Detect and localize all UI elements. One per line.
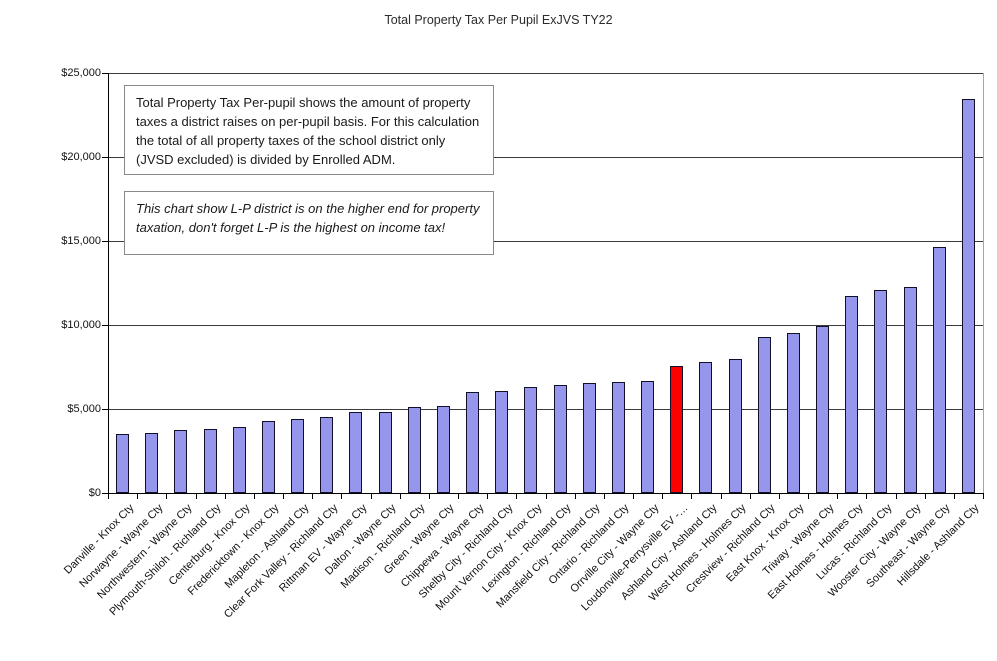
bar <box>787 333 800 493</box>
definition-note-box: Total Property Tax Per-pupil shows the a… <box>124 85 494 175</box>
bar <box>174 430 187 493</box>
bar <box>933 247 946 493</box>
highlighted-bar <box>670 366 683 493</box>
bar <box>262 421 275 493</box>
bar <box>116 434 129 493</box>
x-axis-tick <box>283 494 284 499</box>
y-axis-tick-label: $10,000 <box>61 319 101 331</box>
x-axis-tick <box>662 494 663 499</box>
y-axis-tick <box>102 409 108 410</box>
x-axis-tick <box>458 494 459 499</box>
x-axis-tick <box>779 494 780 499</box>
bar <box>816 326 829 493</box>
x-axis-tick <box>925 494 926 499</box>
y-axis-tick <box>102 493 108 494</box>
x-axis-tick <box>400 494 401 499</box>
x-axis-tick <box>312 494 313 499</box>
gridline <box>108 325 983 326</box>
x-axis-tick <box>108 494 109 499</box>
x-axis-tick <box>371 494 372 499</box>
x-axis-tick <box>166 494 167 499</box>
bar <box>379 412 392 493</box>
x-axis-tick <box>546 494 547 499</box>
gridline <box>108 241 983 242</box>
x-axis-tick <box>983 494 984 499</box>
x-axis-tick <box>866 494 867 499</box>
bar <box>845 296 858 493</box>
y-axis-tick <box>102 325 108 326</box>
y-axis-line <box>108 73 109 494</box>
gridline <box>108 157 983 158</box>
bar <box>466 392 479 493</box>
bar <box>699 362 712 493</box>
x-axis-tick <box>487 494 488 499</box>
bar <box>145 433 158 493</box>
bar <box>874 290 887 493</box>
y-axis-tick-label: $25,000 <box>61 67 101 79</box>
bar <box>524 387 537 493</box>
bar <box>758 337 771 493</box>
x-axis-tick <box>516 494 517 499</box>
plot-border-right <box>983 73 984 493</box>
x-axis-tick <box>254 494 255 499</box>
y-axis-tick-label: $20,000 <box>61 151 101 163</box>
x-axis-tick <box>604 494 605 499</box>
bar <box>583 383 596 493</box>
x-axis-tick <box>954 494 955 499</box>
y-axis-tick-label: $0 <box>88 487 101 499</box>
x-axis-tick <box>691 494 692 499</box>
y-axis-tick <box>102 241 108 242</box>
x-axis-tick <box>196 494 197 499</box>
x-axis-tick <box>341 494 342 499</box>
bar <box>233 427 246 493</box>
bar <box>495 391 508 493</box>
x-axis-tick <box>896 494 897 499</box>
bar <box>291 419 304 493</box>
y-axis-tick-label: $5,000 <box>67 403 101 415</box>
bar <box>904 287 917 493</box>
x-axis-tick <box>225 494 226 499</box>
y-axis-tick-label: $15,000 <box>61 235 101 247</box>
bar <box>320 417 333 493</box>
x-axis-tick <box>837 494 838 499</box>
chart-title: Total Property Tax Per Pupil ExJVS TY22 <box>384 13 613 27</box>
bar <box>962 99 975 493</box>
y-axis-tick <box>102 73 108 74</box>
bar <box>408 407 421 493</box>
x-axis-line <box>108 493 984 494</box>
bar <box>612 382 625 493</box>
lp-note-box: This chart show L-P district is on the h… <box>124 191 494 255</box>
bar <box>641 381 654 493</box>
x-axis-tick <box>575 494 576 499</box>
y-axis-tick <box>102 157 108 158</box>
bar <box>554 385 567 493</box>
x-axis-tick <box>633 494 634 499</box>
gridline <box>108 409 983 410</box>
bar <box>204 429 217 493</box>
x-axis-tick <box>808 494 809 499</box>
x-axis-tick <box>429 494 430 499</box>
bar <box>729 359 742 493</box>
lp-note-text: This chart show L-P district is on the h… <box>136 201 480 235</box>
x-axis-tick <box>721 494 722 499</box>
bar <box>437 406 450 493</box>
bar <box>349 412 362 493</box>
definition-note-text: Total Property Tax Per-pupil shows the a… <box>136 95 480 167</box>
gridline <box>108 73 983 74</box>
x-axis-tick <box>137 494 138 499</box>
x-axis-tick <box>750 494 751 499</box>
